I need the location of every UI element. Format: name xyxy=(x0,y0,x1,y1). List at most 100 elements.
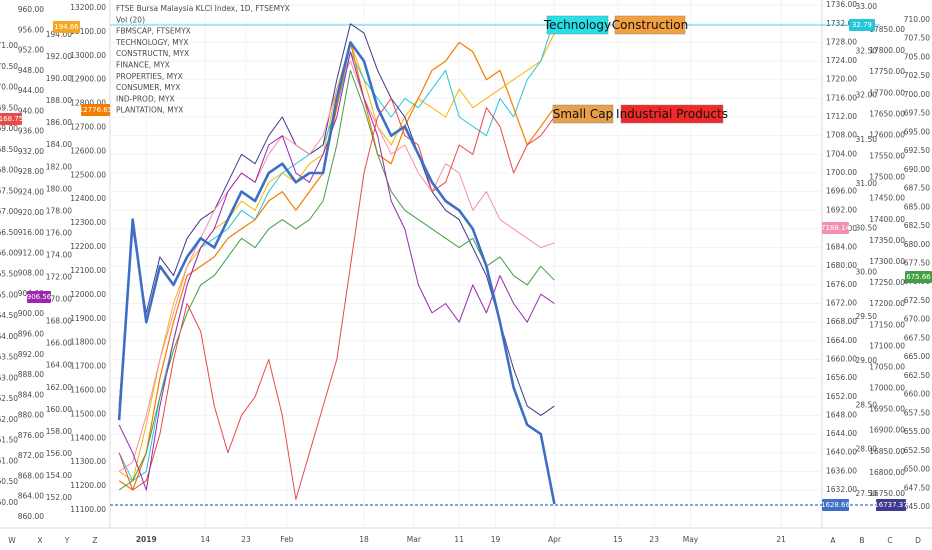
annotation-box xyxy=(546,15,609,35)
side-tick-label: 17650.00 xyxy=(869,109,905,118)
side-tick-label: 11700.00 xyxy=(70,362,106,371)
side-tick-label: 868.00 xyxy=(18,471,44,480)
y-tick-label: 1680.00 xyxy=(826,261,857,270)
price-label-bg xyxy=(822,222,849,234)
annotation-box xyxy=(552,104,614,124)
price-label: 194.66 xyxy=(54,23,79,31)
side-tick-label: 30.50 xyxy=(856,223,878,232)
side-tick-label: 695.00 xyxy=(904,127,930,136)
x-tick-label: 21 xyxy=(776,535,786,544)
price-label: 7188.14 xyxy=(821,224,850,232)
side-tick-label: 184.00 xyxy=(46,140,72,149)
price-label: 16737.37 xyxy=(874,501,907,509)
side-tick-label: 11300.00 xyxy=(70,457,106,466)
y-tick-label: 1716.00 xyxy=(826,93,857,102)
price-label-bg xyxy=(53,21,80,33)
y-tick-label: 1664.00 xyxy=(826,336,857,345)
y-tick-label: 1724.00 xyxy=(826,56,857,65)
price-label-bg xyxy=(849,19,875,31)
price-label-bg xyxy=(876,499,906,511)
side-tick-label: 167.50 xyxy=(0,186,18,195)
side-tick-label: 32.00 xyxy=(856,91,878,100)
x-tick-label: Feb xyxy=(280,535,294,544)
side-tick-label: 872.00 xyxy=(18,451,44,460)
side-tick-label: 154.00 xyxy=(46,471,72,480)
side-tick-label: 17800.00 xyxy=(869,46,905,55)
side-tick-label: 880.00 xyxy=(18,411,44,420)
annotation-text: Small Cap xyxy=(553,107,614,121)
y-tick-label: 1652.00 xyxy=(826,392,857,401)
side-tick-label: 164.50 xyxy=(0,311,18,320)
annotation-box xyxy=(620,104,724,124)
y-tick-label: 1736.00 xyxy=(826,0,857,9)
side-tick-label: 916.00 xyxy=(18,228,44,237)
legend-entry: TECHNOLOGY, MYX xyxy=(115,38,189,47)
side-tick-label: 12600.00 xyxy=(70,146,106,155)
side-tick-label: 692.50 xyxy=(904,146,930,155)
side-tick-label: 167.00 xyxy=(0,207,18,216)
side-tick-label: 192.00 xyxy=(46,52,72,61)
side-tick-label: 17600.00 xyxy=(869,130,905,139)
y-tick-label: 1636.00 xyxy=(826,466,857,475)
axis-name: B xyxy=(859,536,864,545)
side-tick-label: 11100.00 xyxy=(70,505,106,514)
side-tick-label: 31.50 xyxy=(856,135,878,144)
side-tick-label: 864.00 xyxy=(18,492,44,501)
x-tick-label: 18 xyxy=(359,535,369,544)
side-tick-label: 670.00 xyxy=(904,315,930,324)
side-tick-label: 31.00 xyxy=(856,179,878,188)
series-line xyxy=(118,51,555,491)
side-tick-label: 161.00 xyxy=(0,456,18,465)
side-tick-label: 16750.00 xyxy=(869,489,905,498)
side-tick-label: 17850.00 xyxy=(869,25,905,34)
side-tick-label: 17700.00 xyxy=(869,88,905,97)
side-tick-label: 158.00 xyxy=(46,427,72,436)
side-tick-label: 17100.00 xyxy=(869,341,905,350)
side-tick-label: 928.00 xyxy=(18,167,44,176)
side-tick-label: 17350.00 xyxy=(869,236,905,245)
side-tick-label: 12500.00 xyxy=(70,170,106,179)
annotation-box xyxy=(614,15,686,35)
side-tick-label: 17250.00 xyxy=(869,278,905,287)
series-line xyxy=(118,97,555,500)
side-tick-label: 702.50 xyxy=(904,71,930,80)
side-tick-label: 944.00 xyxy=(18,86,44,95)
side-tick-label: 687.50 xyxy=(904,184,930,193)
side-tick-label: 11900.00 xyxy=(70,314,106,323)
side-tick-label: 152.00 xyxy=(46,493,72,502)
price-label-bg xyxy=(81,104,110,116)
price-label: 906.56 xyxy=(27,293,52,301)
y-tick-label: 1704.00 xyxy=(826,149,857,158)
side-tick-label: 710.00 xyxy=(904,15,930,24)
side-tick-label: 11200.00 xyxy=(70,481,106,490)
side-tick-label: 164.00 xyxy=(0,332,18,341)
side-tick-label: 956.00 xyxy=(18,25,44,34)
side-tick-label: 17400.00 xyxy=(869,215,905,224)
side-tick-label: 160.50 xyxy=(0,477,18,486)
side-tick-label: 665.00 xyxy=(904,352,930,361)
series-line xyxy=(117,41,556,505)
side-tick-label: 16850.00 xyxy=(869,447,905,456)
side-tick-label: 876.00 xyxy=(18,431,44,440)
y-tick-label: 1728.00 xyxy=(826,37,857,46)
side-tick-label: 17300.00 xyxy=(869,257,905,266)
legend-entry: Vol (20) xyxy=(116,15,145,24)
side-tick-label: 662.50 xyxy=(904,371,930,380)
legend-entry: PLANTATION, MYX xyxy=(116,106,183,115)
y-tick-label: 1668.00 xyxy=(826,317,857,326)
y-tick-label: 1644.00 xyxy=(826,429,857,438)
side-tick-label: 172.00 xyxy=(46,273,72,282)
side-tick-label: 912.00 xyxy=(18,248,44,257)
side-tick-label: 194.00 xyxy=(46,30,72,39)
side-tick-label: 162.00 xyxy=(46,383,72,392)
x-tick-label: 23 xyxy=(241,535,251,544)
side-tick-label: 33.00 xyxy=(856,2,878,11)
side-tick-label: 700.00 xyxy=(904,90,930,99)
y-tick-label: 1720.00 xyxy=(826,75,857,84)
side-tick-label: 647.50 xyxy=(904,483,930,492)
side-tick-label: 936.00 xyxy=(18,127,44,136)
side-tick-label: 30.00 xyxy=(856,268,878,277)
side-tick-label: 170.50 xyxy=(0,62,18,71)
side-tick-label: 29.00 xyxy=(856,356,878,365)
side-tick-label: 17000.00 xyxy=(869,384,905,393)
